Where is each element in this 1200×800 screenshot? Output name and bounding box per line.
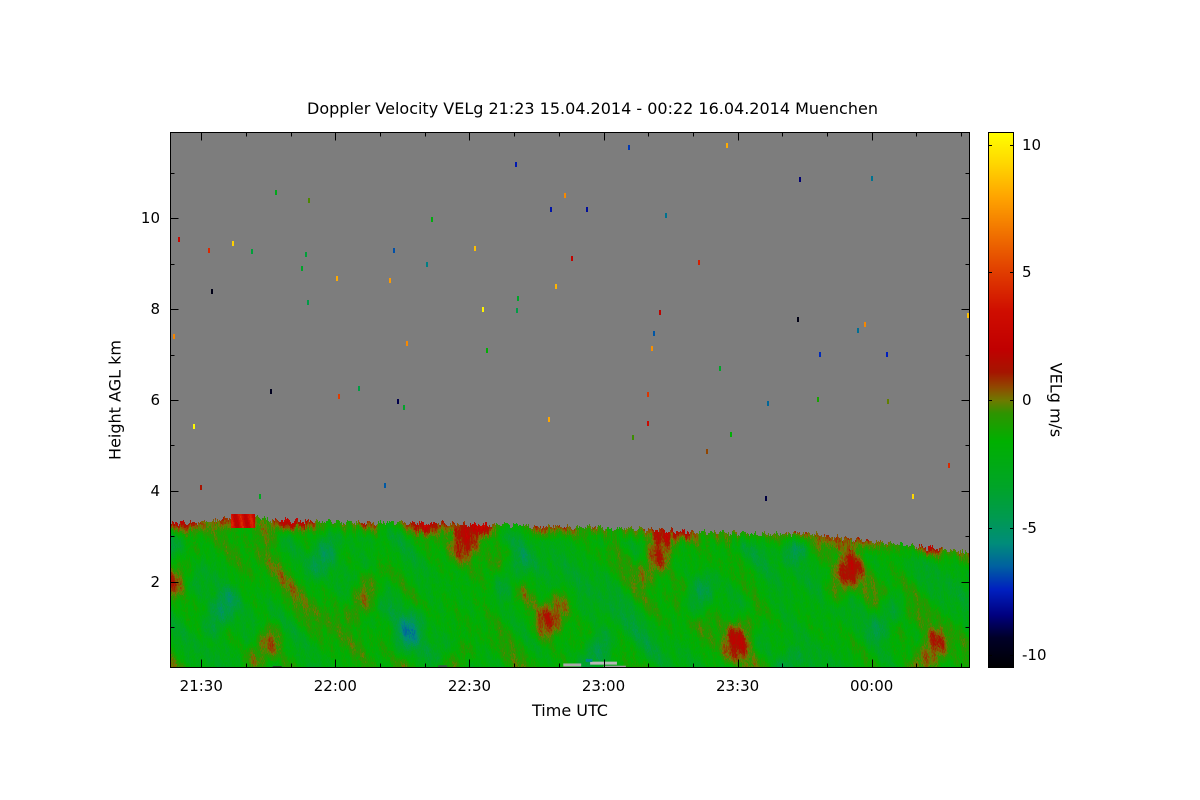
- colorbar: [988, 132, 1014, 668]
- x-axis-label: Time UTC: [532, 701, 608, 720]
- colorbar-tick-label: 5: [1022, 263, 1032, 282]
- y-tick-label: 8: [150, 300, 160, 319]
- x-tick-label: 23:30: [715, 677, 760, 695]
- chart-title: Doppler Velocity VELg 21:23 15.04.2014 -…: [307, 99, 878, 118]
- x-tick-label: 23:00: [581, 677, 626, 695]
- x-tick-label: 21:30: [179, 677, 223, 695]
- colorbar-tick-label: -10: [1022, 646, 1047, 665]
- colorbar-tick-label: 0: [1022, 391, 1032, 409]
- x-tick-label: 00:00: [850, 677, 894, 695]
- colorbar-tick-label: 10: [1022, 135, 1042, 154]
- heatmap-plot: [170, 132, 970, 668]
- y-tick-label: 2: [150, 572, 160, 591]
- x-tick-label: 22:30: [447, 677, 492, 695]
- y-tick-label: 6: [150, 391, 160, 409]
- colorbar-tick-label: -5: [1022, 518, 1037, 537]
- y-tick-label: 4: [150, 481, 160, 500]
- x-tick-label: 22:00: [313, 677, 357, 695]
- y-tick-label: 10: [140, 209, 160, 228]
